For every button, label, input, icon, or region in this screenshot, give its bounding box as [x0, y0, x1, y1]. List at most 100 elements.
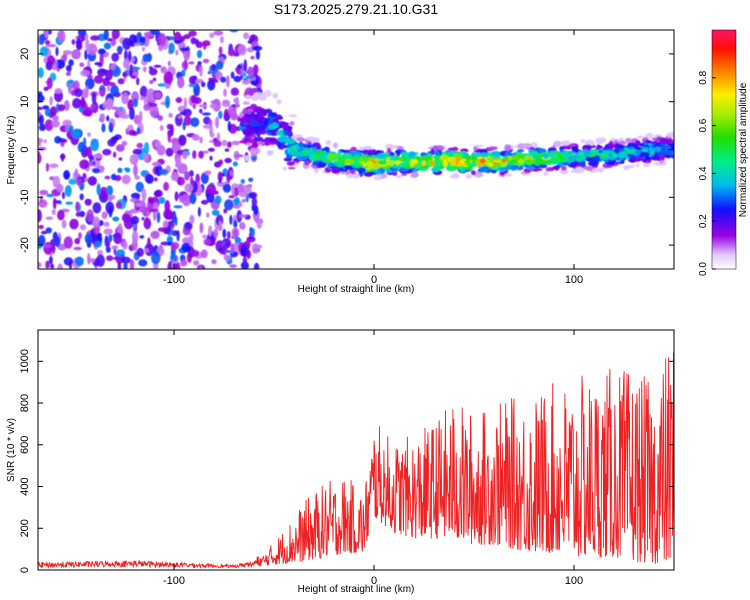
noise-blob — [117, 51, 122, 55]
ridge-blob — [654, 146, 662, 150]
noise-blob — [135, 181, 144, 193]
noise-blob — [90, 159, 101, 168]
ridge-blob — [375, 168, 381, 175]
noise-blob — [201, 81, 206, 88]
ridge-blob — [465, 174, 472, 179]
ridge-blob — [328, 154, 338, 159]
y-tick-label: 600 — [19, 436, 31, 454]
noise-blob — [192, 150, 197, 159]
noise-blob — [209, 155, 213, 161]
ridge-blob — [341, 171, 347, 175]
ridge-blob — [571, 146, 579, 153]
noise-blob — [38, 114, 44, 125]
noise-blob — [39, 195, 43, 204]
noise-blob — [218, 46, 223, 55]
noise-blob — [38, 67, 44, 78]
noise-blob — [142, 66, 147, 73]
noise-blob — [213, 140, 222, 147]
noise-blob — [230, 71, 235, 79]
noise-blob — [202, 58, 210, 64]
ridge-blob — [264, 108, 273, 114]
chart-title: S173.2025.279.21.10.G31 — [274, 1, 438, 17]
noise-blob — [38, 224, 44, 230]
noise-blob — [234, 154, 244, 158]
ridge-blob — [296, 137, 306, 142]
noise-blob — [85, 38, 90, 52]
noise-blob — [40, 230, 48, 235]
y-tick-label: 800 — [19, 394, 31, 412]
noise-blob — [183, 97, 187, 110]
ridge-blob — [561, 165, 567, 171]
snr-ylabel: SNR (10 * v/v) — [6, 418, 17, 482]
noise-blob — [77, 141, 86, 153]
noise-blob — [191, 134, 200, 141]
ridge-blob — [286, 161, 295, 166]
noise-blob — [48, 163, 59, 169]
noise-blob — [87, 132, 91, 137]
noise-blob — [230, 87, 240, 96]
ridge-blob — [365, 160, 374, 167]
ridge-blob — [282, 166, 288, 171]
noise-blob — [123, 261, 128, 269]
y-tick-label: -20 — [19, 237, 31, 253]
ridge-blob — [566, 151, 572, 155]
noise-blob — [199, 222, 204, 234]
noise-blob — [105, 70, 113, 81]
noise-blob — [106, 255, 114, 262]
noise-blob — [158, 33, 167, 46]
ridge-blob — [395, 175, 402, 179]
noise-blob — [108, 122, 114, 133]
noise-blob — [122, 71, 128, 78]
noise-blob — [229, 264, 238, 268]
noise-blob — [121, 92, 129, 105]
noise-blob — [223, 88, 227, 97]
ridge-blob — [264, 137, 273, 141]
noise-blob — [57, 209, 65, 221]
noise-blob — [182, 121, 186, 131]
ridge-blob — [350, 151, 360, 155]
ridge-blob — [585, 156, 594, 162]
ridge-blob — [580, 138, 586, 144]
noise-blob — [53, 200, 62, 204]
noise-blob — [181, 242, 191, 253]
noise-blob — [117, 78, 125, 85]
noise-blob — [107, 196, 113, 202]
ridge-blob — [535, 157, 542, 163]
noise-blob — [231, 185, 235, 198]
ridge-blob — [479, 152, 489, 158]
noise-blob — [206, 183, 217, 195]
ridge-blob — [636, 135, 646, 139]
noise-blob — [247, 66, 254, 77]
ridge-blob — [246, 108, 254, 112]
noise-blob — [133, 98, 138, 108]
noise-blob — [184, 221, 193, 230]
ridge-blob — [440, 154, 449, 162]
noise-blob — [79, 193, 84, 201]
noise-blob — [87, 146, 92, 160]
ridge-blob — [276, 99, 282, 105]
noise-blob — [184, 183, 194, 193]
noise-blob — [166, 212, 173, 220]
noise-blob — [218, 110, 223, 120]
noise-blob — [188, 61, 195, 65]
ridge-blob — [319, 152, 329, 157]
noise-blob — [240, 261, 249, 269]
noise-blob — [103, 42, 112, 50]
noise-blob — [223, 254, 231, 262]
noise-blob — [55, 59, 66, 69]
noise-blob — [153, 190, 162, 197]
ridge-blob — [635, 164, 640, 167]
noise-blob — [128, 50, 132, 62]
noise-blob — [175, 157, 182, 167]
noise-blob — [84, 49, 88, 61]
noise-blob — [139, 36, 146, 43]
ridge-blob — [450, 152, 456, 155]
noise-blob — [38, 123, 46, 131]
noise-blob — [151, 161, 161, 167]
ridge-blob — [267, 124, 277, 130]
ridge-blob — [615, 161, 622, 165]
noise-blob — [129, 107, 135, 120]
noise-blob — [92, 202, 102, 214]
ridge-blob — [542, 153, 550, 160]
ridge-blob — [373, 163, 378, 171]
